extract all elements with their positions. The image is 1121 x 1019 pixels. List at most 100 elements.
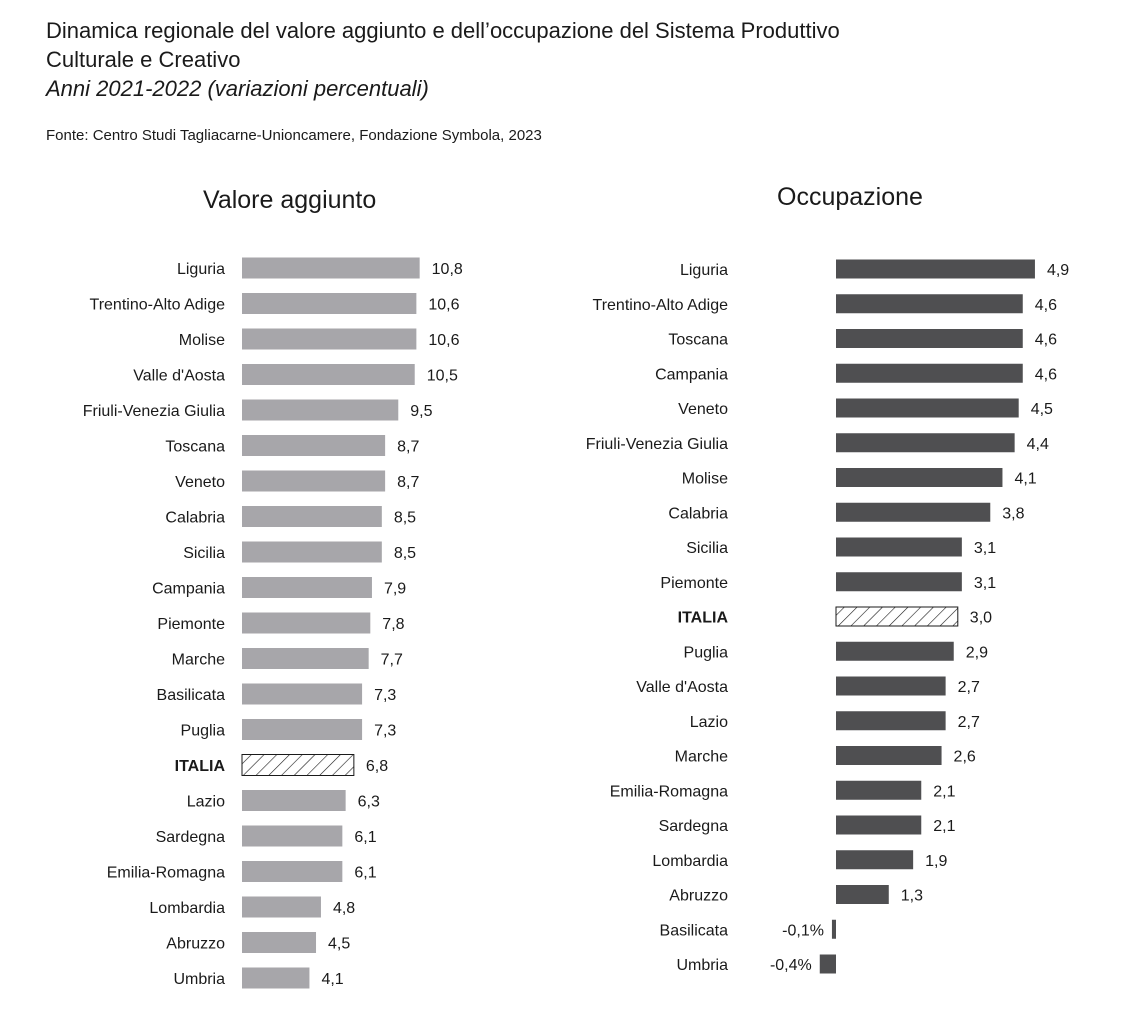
valore-value-label-trentino-alto-adige: 10,6: [428, 297, 459, 314]
valore-value-label-calabria: 8,5: [394, 510, 416, 527]
occupazione-value-label-trentino-alto-adige: 4,6: [1035, 297, 1057, 314]
occupazione-bar-sicilia: [836, 537, 962, 557]
occupazione-value-label-toscana: 4,6: [1035, 332, 1057, 349]
occupazione-bar-abruzzo: [836, 885, 889, 904]
occupazione-value-label-piemonte: 3,1: [974, 575, 996, 592]
occupazione-category-label-sicilia: Sicilia: [686, 540, 728, 557]
valore-bar-veneto: [242, 470, 386, 492]
occupazione-value-label-sardegna: 2,1: [933, 818, 955, 835]
valore-value-label-sardegna: 6,1: [354, 829, 376, 846]
valore-value-label-veneto: 8,7: [397, 474, 419, 491]
valore-category-label-basilicata: Basilicata: [157, 687, 226, 704]
valore-category-label-veneto: Veneto: [175, 474, 225, 491]
occupazione-category-label-toscana: Toscana: [668, 332, 728, 349]
chart-header: Dinamica regionale del valore aggiunto e…: [46, 16, 1096, 103]
occupazione-category-label-friuli-venezia-giulia: Friuli-Venezia Giulia: [586, 436, 728, 453]
occupazione-category-label-emilia-romagna: Emilia-Romagna: [610, 783, 728, 800]
valore-category-label-trentino-alto-adige: Trentino-Alto Adige: [90, 297, 226, 314]
valore-value-label-emilia-romagna: 6,1: [354, 865, 376, 882]
occupazione-bar-emilia-romagna: [836, 780, 922, 800]
valore-bar-campania: [242, 577, 372, 598]
occupazione-category-label-basilicata: Basilicata: [660, 922, 729, 939]
panel-title-occupazione: Occupazione: [777, 183, 923, 211]
occupazione-value-label-abruzzo: 1,3: [901, 888, 923, 905]
occupazione-category-label-lazio: Lazio: [690, 714, 728, 731]
occupazione-bar-marche: [836, 746, 942, 765]
occupazione-chart: Liguria 4,9 Trentino-Alto Adige 4,6 Toscana 4…: [586, 259, 1069, 974]
valore-bar-puglia: [242, 719, 363, 740]
valore-bar-italia: [241, 754, 355, 776]
occupazione-category-label-valle-d-aosta: Valle d'Aosta: [636, 679, 728, 696]
valore-category-label-marche: Marche: [172, 652, 225, 669]
occupazione-bar-trentino-alto-adige: [836, 294, 1023, 314]
occupazione-value-label-valle-d-aosta: 2,7: [958, 679, 980, 696]
valore-bar-piemonte: [242, 612, 371, 634]
occupazione-bar-molise: [836, 468, 1003, 487]
occupazione-category-label-piemonte: Piemonte: [660, 575, 728, 592]
occupazione-value-label-friuli-venezia-giulia: 4,4: [1027, 436, 1049, 453]
occupazione-value-label-lazio: 2,7: [958, 714, 980, 731]
occupazione-bar-liguria: [836, 259, 1035, 279]
chart-title-line-1: Dinamica regionale del valore aggiunto e…: [46, 18, 840, 43]
occupazione-value-label-molise: 4,1: [1014, 471, 1036, 488]
valore-value-label-umbria: 4,1: [321, 971, 343, 988]
source-note: Fonte: Centro Studi Tagliacarne-Unioncam…: [46, 127, 542, 144]
valore-bar-umbria: [242, 967, 310, 989]
occupazione-bar-italia: [835, 606, 959, 627]
valore-bar-emilia-romagna: [242, 861, 343, 882]
occupazione-bar-piemonte: [836, 572, 962, 592]
valore-category-label-italia: ITALIA: [175, 758, 226, 775]
valore-value-label-campania: 7,9: [384, 581, 406, 598]
occupazione-category-label-puglia: Puglia: [684, 644, 729, 661]
occupazione-value-label-liguria: 4,9: [1047, 262, 1069, 279]
occupazione-category-label-molise: Molise: [682, 471, 728, 488]
valore-value-label-lombardia: 4,8: [333, 900, 355, 917]
valore-bar-lazio: [242, 790, 346, 811]
occupazione-bar-sardegna: [836, 815, 922, 835]
occupazione-value-label-marche: 2,6: [954, 749, 976, 766]
valore-bar-toscana: [242, 435, 386, 456]
valore-value-label-piemonte: 7,8: [382, 616, 404, 633]
valore-bar-marche: [242, 648, 369, 669]
occupazione-value-label-italia: 3,0: [970, 610, 992, 627]
valore-aggiunto-chart: Liguria 10,8 Trentino-Alto Adige 10,6 Molise…: [83, 257, 463, 989]
occupazione-category-label-lombardia: Lombardia: [652, 853, 728, 870]
valore-category-label-molise: Molise: [179, 332, 225, 349]
occupazione-bar-basilicata: [831, 919, 836, 939]
valore-category-label-lombardia: Lombardia: [149, 900, 225, 917]
valore-value-label-liguria: 10,8: [432, 261, 463, 278]
occupazione-category-label-calabria: Calabria: [668, 505, 728, 522]
occupazione-bar-veneto: [836, 398, 1019, 418]
occupazione-category-label-italia: ITALIA: [678, 610, 729, 627]
valore-category-label-toscana: Toscana: [165, 439, 225, 456]
valore-bar-friuli-venezia-giulia: [242, 399, 399, 421]
occupazione-bar-umbria: [819, 954, 836, 974]
valore-category-label-calabria: Calabria: [165, 510, 225, 527]
valore-bar-sicilia: [242, 541, 382, 563]
valore-category-label-puglia: Puglia: [181, 723, 226, 740]
chart-subtitle: Anni 2021-2022 (variazioni percentuali): [46, 76, 429, 101]
valore-value-label-molise: 10,6: [428, 332, 459, 349]
occupazione-value-label-umbria: -0,4%: [770, 957, 812, 974]
occupazione-bar-lombardia: [836, 850, 914, 870]
occupazione-category-label-veneto: Veneto: [678, 401, 728, 418]
valore-category-label-umbria: Umbria: [173, 971, 225, 988]
valore-bar-valle-d-aosta: [242, 364, 415, 385]
occupazione-value-label-emilia-romagna: 2,1: [933, 783, 955, 800]
occupazione-bar-calabria: [836, 502, 991, 522]
panel-title-valore-aggiunto: Valore aggiunto: [203, 186, 377, 214]
occupazione-value-label-puglia: 2,9: [966, 644, 988, 661]
valore-category-label-emilia-romagna: Emilia-Romagna: [107, 865, 225, 882]
valore-value-label-sicilia: 8,5: [394, 545, 416, 562]
valore-bar-trentino-alto-adige: [242, 293, 417, 314]
valore-category-label-friuli-venezia-giulia: Friuli-Venezia Giulia: [83, 403, 225, 420]
occupazione-bar-toscana: [836, 329, 1023, 348]
occupazione-category-label-marche: Marche: [675, 749, 728, 766]
valore-value-label-puglia: 7,3: [374, 723, 396, 740]
valore-bar-calabria: [242, 506, 382, 527]
valore-category-label-sardegna: Sardegna: [156, 829, 225, 846]
valore-category-label-abruzzo: Abruzzo: [166, 936, 225, 953]
occupazione-value-label-basilicata: -0,1%: [782, 922, 824, 939]
valore-category-label-piemonte: Piemonte: [157, 616, 225, 633]
